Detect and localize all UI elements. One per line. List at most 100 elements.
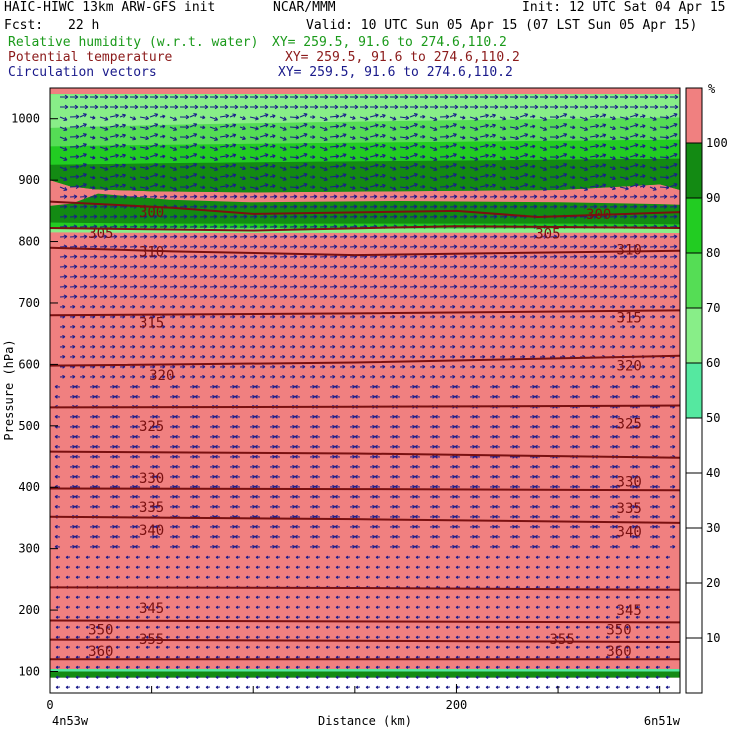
circulation-vector [285, 635, 291, 639]
circulation-vector [235, 635, 241, 639]
circulation-vector [109, 234, 118, 239]
circulation-vector [239, 126, 246, 131]
circulation-vector [189, 113, 198, 118]
circulation-vector [119, 194, 128, 199]
circulation-vector [95, 685, 101, 689]
circulation-vector [249, 544, 256, 549]
circulation-vector [319, 264, 328, 269]
circulation-vector [169, 544, 176, 549]
circulation-vector [209, 364, 216, 369]
circulation-vector [189, 424, 196, 429]
circulation-vector [109, 264, 118, 269]
circulation-vector [209, 244, 218, 249]
circulation-vector [315, 555, 321, 559]
circulation-vector [129, 394, 136, 399]
circulation-vector [139, 175, 150, 181]
circulation-vector [69, 294, 78, 299]
circulation-vector [219, 334, 226, 339]
circulation-vector [275, 635, 281, 639]
circulation-vector [129, 324, 136, 329]
circulation-vector [189, 414, 196, 419]
circulation-vector [269, 174, 276, 179]
circulation-vector [329, 214, 338, 219]
circulation-vector [259, 284, 268, 289]
circulation-vector [229, 384, 236, 389]
circulation-vector [309, 224, 318, 229]
circulation-vector [219, 274, 228, 279]
colorbar-unit: % [708, 82, 716, 96]
circulation-vector [79, 324, 86, 329]
circulation-vector [485, 685, 491, 689]
circulation-vector [319, 166, 328, 171]
circulation-vector [89, 324, 96, 329]
circulation-vector [169, 214, 178, 219]
circulation-vector [309, 524, 316, 529]
colorbar-tick-label: 100 [706, 136, 728, 150]
circulation-vector [259, 314, 266, 319]
circulation-vector [194, 424, 201, 429]
circulation-vector [179, 374, 186, 379]
isentrope-label: 345 [139, 601, 164, 617]
circulation-vector [115, 555, 121, 559]
circulation-vector [309, 145, 316, 149]
circulation-vector [65, 685, 71, 689]
circulation-vector [135, 595, 141, 599]
circulation-vector [165, 555, 171, 559]
circulation-vector [329, 464, 336, 469]
circulation-vector [249, 394, 256, 399]
circulation-vector [189, 133, 198, 138]
circulation-vector [329, 314, 336, 319]
circulation-vector [305, 625, 311, 629]
circulation-vector [274, 544, 281, 549]
circulation-vector [249, 314, 256, 319]
circulation-vector [214, 384, 221, 389]
circulation-vector [325, 625, 331, 629]
circulation-vector [319, 244, 328, 249]
circulation-vector [595, 685, 601, 689]
circulation-vector [289, 254, 298, 259]
circulation-vector [289, 494, 296, 499]
circulation-vector [200, 94, 209, 100]
circulation-vector [269, 204, 278, 209]
circulation-vector [165, 575, 171, 579]
circulation-vector [289, 264, 298, 269]
circulation-vector [259, 123, 269, 128]
circulation-vector [189, 444, 196, 449]
circulation-vector [279, 224, 288, 229]
circulation-vector [309, 414, 316, 419]
circulation-vector [189, 544, 196, 549]
circulation-vector [175, 625, 181, 629]
circulation-vector [245, 605, 251, 609]
circulation-vector [265, 645, 271, 649]
circulation-vector [75, 645, 81, 649]
circulation-vector [259, 244, 268, 249]
circulation-vector [199, 334, 206, 339]
circulation-vector [150, 94, 159, 100]
circulation-vector [119, 274, 128, 279]
circulation-vector [129, 464, 136, 469]
circulation-vector [79, 334, 86, 339]
circulation-vector [149, 183, 159, 188]
circulation-vector [189, 474, 196, 479]
x-tick-label: 200 [446, 698, 468, 712]
circulation-vector [169, 224, 178, 229]
circulation-vector [254, 524, 261, 529]
circulation-vector [239, 156, 246, 161]
circulation-vector [169, 294, 178, 299]
circulation-vector [115, 565, 121, 569]
circulation-vector [169, 424, 176, 429]
circulation-vector [169, 324, 176, 329]
circulation-vector [249, 374, 256, 379]
circulation-vector [329, 244, 338, 249]
circulation-vector [274, 464, 281, 469]
circulation-vector [209, 434, 216, 439]
circulation-vector [109, 123, 119, 128]
circulation-vector [219, 314, 226, 319]
circulation-vector [74, 444, 81, 449]
circulation-vector [214, 414, 221, 419]
circulation-vector [174, 414, 181, 419]
circulation-vector [329, 474, 336, 479]
forecast-label: Fcst: [4, 18, 44, 33]
circulation-vector [314, 424, 321, 429]
circulation-vector [275, 645, 281, 649]
